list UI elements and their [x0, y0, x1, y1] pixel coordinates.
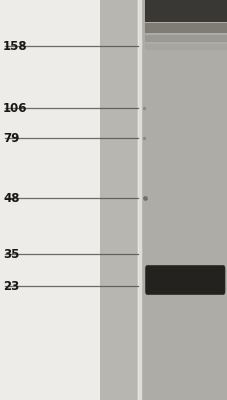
Bar: [0, 0, 100, 400]
Bar: [100, 0, 137, 400]
Text: 35: 35: [3, 248, 19, 260]
Bar: [144, 44, 226, 50]
Text: 158: 158: [3, 40, 27, 52]
Text: 106: 106: [3, 102, 27, 114]
Text: 23: 23: [3, 280, 19, 292]
Text: 48: 48: [3, 192, 20, 204]
Bar: [144, 0, 226, 22]
Bar: [144, 23, 226, 33]
Bar: [142, 0, 227, 400]
FancyBboxPatch shape: [145, 265, 224, 295]
Text: 79: 79: [3, 132, 19, 144]
Bar: [144, 35, 226, 42]
